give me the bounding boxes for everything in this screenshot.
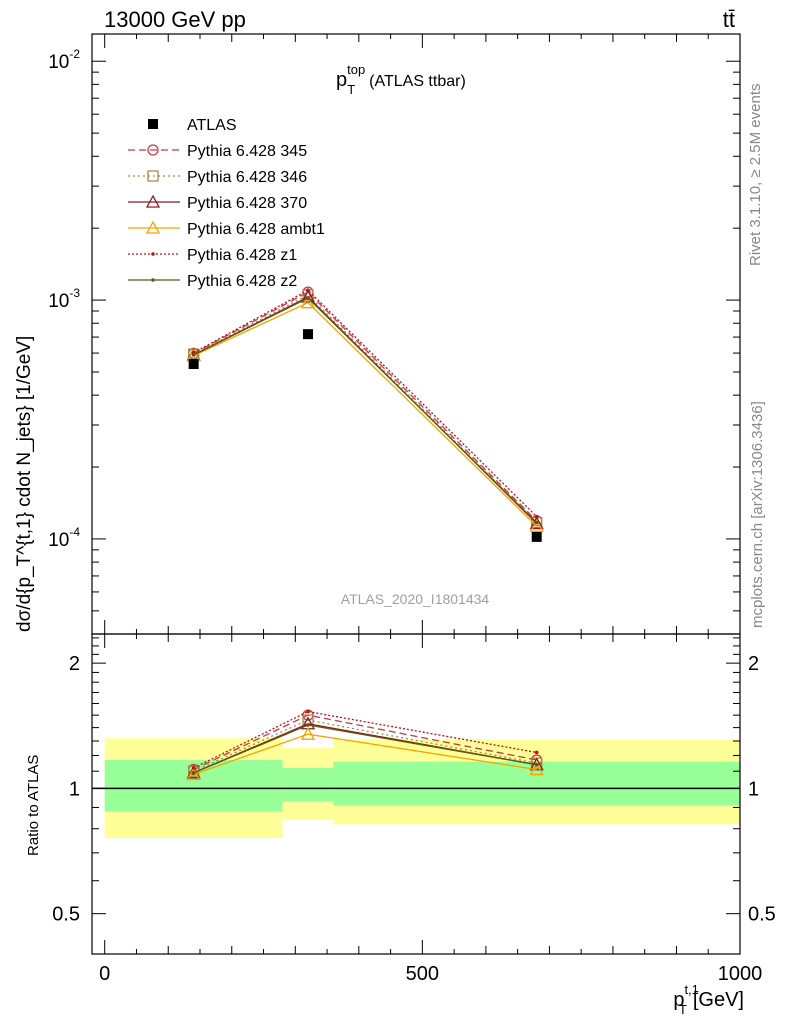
legend-marker-p346 xyxy=(147,170,159,182)
y-tick-label: 10-2 xyxy=(48,47,80,73)
ratio-y-tick-label-right: 2 xyxy=(748,653,759,675)
ratio-point-pz1 xyxy=(534,750,539,755)
site-label: mcplots.cern.ch [arXiv:1306.3436] xyxy=(749,401,766,628)
main-point-pz2 xyxy=(191,353,196,357)
atlas-data-point xyxy=(303,329,313,340)
ratio-point-pz1 xyxy=(191,766,196,770)
legend-marker-p370 xyxy=(145,194,161,208)
y-tick-label: 10-4 xyxy=(48,525,80,551)
legend-marker-pz2 xyxy=(151,278,155,282)
x-axis-label-sup: t,1 xyxy=(684,982,698,997)
legend-marker-data xyxy=(148,119,158,129)
main-series-layer xyxy=(186,286,544,542)
main-point-pz2 xyxy=(534,520,539,525)
legend-label: Pythia 6.428 370 xyxy=(187,195,307,212)
ratio-series-line-p346 xyxy=(193,719,537,772)
x-axis-label-main: p xyxy=(673,989,684,1011)
legend-label: Pythia 6.428 345 xyxy=(187,143,307,160)
ratio-y-axis-label: Ratio to ATLAS xyxy=(25,755,42,856)
ratio-panel-frame xyxy=(91,633,741,955)
ratio-y-tick-label-left: 1 xyxy=(69,778,80,800)
ratio-point-pambt1 xyxy=(300,726,316,740)
legend-entry: Pythia 6.428 370 xyxy=(128,194,307,212)
main-series-line-p370 xyxy=(193,296,538,525)
legend-marker-p345 xyxy=(147,144,159,156)
main-y-axis-label: dσ/d{p_T^{t,1} cdot N_jets} [1/GeV] xyxy=(14,336,35,632)
plot-title-sub: T xyxy=(347,82,355,97)
main-point-pambt1 xyxy=(529,518,544,532)
main-point-pz1 xyxy=(534,514,539,519)
plot-title-sup: top xyxy=(347,62,365,77)
energy-label: 13000 GeV pp xyxy=(104,7,246,32)
x-tick-label: 500 xyxy=(406,963,439,985)
atlas-data-point xyxy=(188,359,199,370)
x-tick-label: 0 xyxy=(99,963,110,985)
legend-marker-pambt1 xyxy=(145,220,161,234)
axis-ticks xyxy=(92,34,741,955)
legend-entry: Pythia 6.428 345 xyxy=(128,143,307,160)
ratio-point-pz2 xyxy=(306,723,310,727)
plot-title-main: p xyxy=(336,69,347,91)
ratio-point-pz1 xyxy=(306,709,310,714)
ratio-point-pambt1 xyxy=(529,762,544,776)
ratio-point-p370 xyxy=(186,765,201,779)
x-axis-label-unit: [GeV] xyxy=(693,989,744,1011)
legend-marker-pz1 xyxy=(151,252,155,256)
legend-label: ATLAS xyxy=(187,117,237,134)
main-point-pz1 xyxy=(306,288,310,292)
legend: ATLAS Pythia 6.428 345 Pythia 6.428 346 Pyt… xyxy=(128,117,325,290)
ratio-y-tick-label-left: 0.5 xyxy=(52,904,80,926)
ratio-y-tick-label-right: 0.5 xyxy=(748,904,776,926)
ratio-y-tick-label-right: 1 xyxy=(748,778,759,800)
x-axis-label-sub: T xyxy=(679,1002,687,1017)
y-tick-label: 10-3 xyxy=(48,286,80,312)
legend-entry: Pythia 6.428 z2 xyxy=(128,273,297,290)
main-series-line-pz1 xyxy=(193,289,538,518)
legend-label: Pythia 6.428 346 xyxy=(187,169,307,186)
main-series-line-p345 xyxy=(193,291,538,522)
plot-title: ptop T (ATLAS ttbar) xyxy=(336,62,466,97)
main-point-pz2 xyxy=(306,296,310,300)
x-axis-label: pt,1 T [GeV] xyxy=(673,982,744,1017)
legend-entry: Pythia 6.428 ambt1 xyxy=(128,220,325,238)
band-inner xyxy=(282,767,334,802)
legend-entry: Pythia 6.428 z1 xyxy=(128,247,297,264)
legend-label: Pythia 6.428 z2 xyxy=(187,273,297,290)
axis-tick-labels: 0 500 1000 10-2 10-3 10-4 0.5 0.5 1 1 2 2 xyxy=(48,47,776,985)
analysis-tag: ATLAS_2020_I1801434 xyxy=(341,591,490,607)
legend-entry: Pythia 6.428 346 xyxy=(128,169,307,186)
atlas-data-point xyxy=(531,531,542,542)
legend-label: Pythia 6.428 z1 xyxy=(187,247,297,264)
ratio-series-layer xyxy=(186,709,544,781)
ratio-point-pambt1 xyxy=(186,767,201,781)
ratio-y-tick-label-left: 2 xyxy=(69,653,80,675)
main-point-pambt1 xyxy=(300,295,316,309)
legend-label: Pythia 6.428 ambt1 xyxy=(187,221,325,238)
x-tick-label: 1000 xyxy=(718,963,763,985)
ratio-series-line-pambt1 xyxy=(193,733,537,776)
main-series-line-pambt1 xyxy=(193,301,538,527)
ratio-point-pz2 xyxy=(534,762,539,767)
plot-title-suffix: (ATLAS ttbar) xyxy=(369,73,466,90)
process-label: tt̄ xyxy=(723,7,735,32)
legend-entry: ATLAS xyxy=(148,117,237,134)
rivet-label: Rivet 3.1.10, ≥ 2.5M events xyxy=(747,84,764,267)
ratio-point-pz2 xyxy=(191,771,196,775)
